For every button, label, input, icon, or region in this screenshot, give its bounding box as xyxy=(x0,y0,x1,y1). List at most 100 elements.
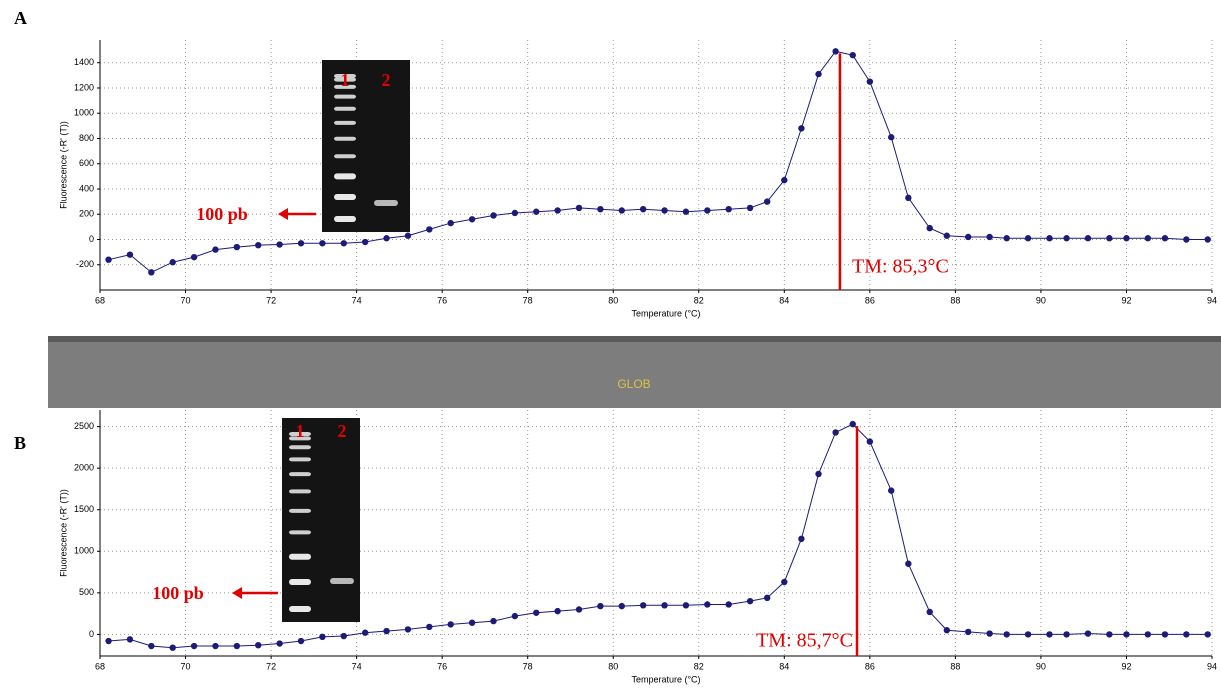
gel-band xyxy=(334,121,356,125)
gel-band xyxy=(334,173,356,179)
data-point xyxy=(781,579,787,585)
gel-band xyxy=(289,489,311,493)
x-tick-label: 90 xyxy=(1036,661,1046,671)
data-point xyxy=(1106,631,1112,637)
y-tick-label: 800 xyxy=(79,133,94,143)
x-tick-label: 80 xyxy=(608,661,618,671)
data-point xyxy=(832,48,838,54)
data-point xyxy=(747,598,753,604)
gel-band xyxy=(289,445,311,449)
banner-label: GLOB xyxy=(617,377,650,391)
data-point xyxy=(1046,235,1052,241)
data-point xyxy=(170,259,176,265)
tm-label: TM: 85,7°C xyxy=(756,630,853,652)
data-point xyxy=(234,643,240,649)
data-point xyxy=(148,269,154,275)
data-point xyxy=(683,602,689,608)
data-point xyxy=(405,626,411,632)
data-point xyxy=(383,235,389,241)
gel-band xyxy=(334,95,356,99)
gel-band xyxy=(289,457,311,461)
marker-arrowhead xyxy=(232,587,242,599)
x-tick-label: 82 xyxy=(694,295,704,305)
data-point xyxy=(704,207,710,213)
data-point xyxy=(1046,631,1052,637)
data-point xyxy=(640,206,646,212)
x-tick-label: 72 xyxy=(266,295,276,305)
x-tick-label: 80 xyxy=(608,295,618,305)
x-tick-label: 84 xyxy=(779,661,789,671)
data-point xyxy=(276,241,282,247)
data-point xyxy=(1025,235,1031,241)
data-point xyxy=(127,636,133,642)
y-tick-label: 2500 xyxy=(74,421,94,431)
x-axis-label: Temperature (°C) xyxy=(631,308,700,318)
data-point xyxy=(490,618,496,624)
data-point xyxy=(1063,631,1069,637)
x-tick-label: 74 xyxy=(352,661,362,671)
gel-band xyxy=(334,107,356,111)
y-tick-label: 1000 xyxy=(74,108,94,118)
data-point xyxy=(747,205,753,211)
data-point xyxy=(362,239,368,245)
data-point xyxy=(512,613,518,619)
x-tick-label: 68 xyxy=(95,295,105,305)
data-point xyxy=(1004,631,1010,637)
data-point xyxy=(726,206,732,212)
gel-band xyxy=(334,194,356,200)
y-axis-label: Fluorescence (-R' (T)) xyxy=(58,121,68,209)
gel-band xyxy=(289,472,311,476)
data-point xyxy=(1145,235,1151,241)
data-point xyxy=(927,225,933,231)
data-point xyxy=(965,629,971,635)
gel-band xyxy=(289,509,311,513)
x-tick-label: 78 xyxy=(523,295,533,305)
data-point xyxy=(576,205,582,211)
data-point xyxy=(597,603,603,609)
data-point xyxy=(362,630,368,636)
x-tick-label: 92 xyxy=(1121,661,1131,671)
data-point xyxy=(405,233,411,239)
data-point xyxy=(867,438,873,444)
gel-band xyxy=(334,137,356,141)
data-point xyxy=(905,561,911,567)
data-point xyxy=(212,643,218,649)
data-point xyxy=(448,220,454,226)
data-point xyxy=(1025,631,1031,637)
data-point xyxy=(469,216,475,222)
data-point xyxy=(888,487,894,493)
data-point xyxy=(905,195,911,201)
data-point xyxy=(781,177,787,183)
data-point xyxy=(1085,630,1091,636)
data-point xyxy=(764,198,770,204)
data-point xyxy=(1183,236,1189,242)
tm-label: TM: 85,3°C xyxy=(852,256,949,278)
y-tick-label: 600 xyxy=(79,158,94,168)
x-tick-label: 70 xyxy=(181,295,191,305)
data-point xyxy=(533,610,539,616)
data-point xyxy=(341,633,347,639)
data-point xyxy=(986,234,992,240)
y-tick-label: 0 xyxy=(89,234,94,244)
x-tick-label: 92 xyxy=(1121,295,1131,305)
data-point xyxy=(1205,631,1211,637)
y-tick-label: 1200 xyxy=(74,82,94,92)
y-axis-label: Fluorescence (-R' (T)) xyxy=(58,489,68,577)
melt-curve xyxy=(109,51,1208,272)
data-point xyxy=(127,251,133,257)
data-point xyxy=(661,207,667,213)
x-tick-label: 78 xyxy=(523,661,533,671)
data-point xyxy=(490,212,496,218)
data-point xyxy=(1205,236,1211,242)
data-point xyxy=(798,125,804,131)
data-point xyxy=(319,634,325,640)
x-tick-label: 88 xyxy=(950,661,960,671)
data-point xyxy=(704,601,710,607)
data-point xyxy=(815,71,821,77)
data-point xyxy=(815,471,821,477)
marker-arrowhead xyxy=(278,208,288,220)
x-tick-label: 76 xyxy=(437,661,447,671)
x-tick-label: 72 xyxy=(266,661,276,671)
data-point xyxy=(1123,631,1129,637)
data-point xyxy=(850,421,856,427)
